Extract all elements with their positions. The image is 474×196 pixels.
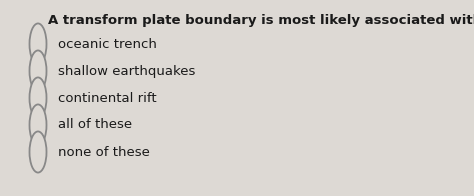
Ellipse shape — [29, 77, 46, 119]
Text: continental rift: continental rift — [58, 92, 156, 104]
Text: all of these: all of these — [58, 119, 132, 132]
Ellipse shape — [29, 50, 46, 92]
Text: oceanic trench: oceanic trench — [58, 37, 157, 51]
Ellipse shape — [29, 104, 46, 146]
Text: A transform plate boundary is most likely associated with a(n):: A transform plate boundary is most likel… — [48, 14, 474, 27]
Text: none of these: none of these — [58, 145, 150, 159]
Ellipse shape — [29, 24, 46, 64]
Text: shallow earthquakes: shallow earthquakes — [58, 64, 195, 77]
Ellipse shape — [29, 132, 46, 172]
